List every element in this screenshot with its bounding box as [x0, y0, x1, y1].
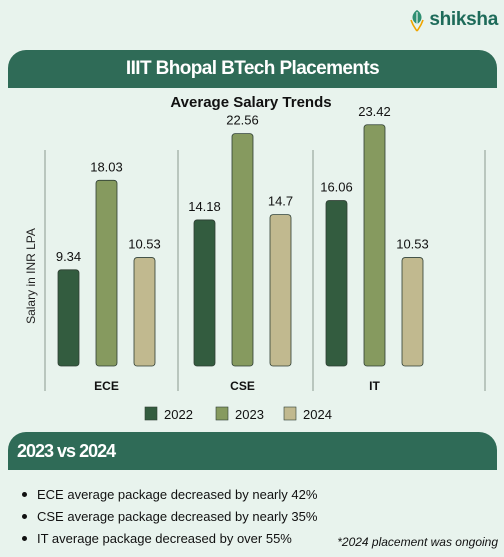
logo-text: shiksha [429, 9, 498, 30]
bullet-text: IT average package decreased by over 55% [37, 531, 292, 546]
bar [133, 257, 156, 367]
shiksha-logo: shiksha [407, 8, 498, 32]
data-label: 16.06 [320, 180, 353, 195]
category-label: ECE [94, 379, 119, 393]
bar [363, 124, 386, 367]
bar [57, 269, 80, 367]
section-banner: 2023 vs 2024 [8, 432, 497, 470]
bullet-icon [22, 514, 27, 519]
chart-title: Average Salary Trends [170, 94, 331, 111]
legend-swatch [215, 406, 229, 421]
data-label: 18.03 [90, 159, 123, 174]
data-label: 23.42 [358, 104, 391, 119]
title-banner: IIIT Bhopal BTech Placements [8, 50, 497, 88]
bar [325, 200, 348, 367]
bullet-text: ECE average package decreased by nearly … [37, 487, 318, 502]
bullet-item: CSE average package decreased by nearly … [22, 508, 317, 530]
data-label: 14.18 [188, 199, 221, 214]
category-label: IT [369, 379, 380, 393]
y-axis-label: Salary in INR LPA [24, 228, 38, 324]
shiksha-leaf-icon [410, 10, 425, 32]
page-title: IIIT Bhopal BTech Placements [125, 58, 380, 79]
bar [193, 219, 216, 367]
footnote: *2024 placement was ongoing [337, 535, 498, 549]
legend-label: 2022 [164, 407, 193, 422]
bar-chart: Average Salary Trends Salary in INR LPA 9.… [24, 94, 486, 422]
data-label: 14.7 [268, 194, 293, 209]
section-title: 2023 vs 2024 [17, 440, 116, 461]
legend-label: 2023 [235, 407, 264, 422]
legend-swatch [283, 406, 297, 421]
legend-label: 2024 [303, 407, 332, 422]
bullet-icon [22, 536, 27, 541]
bar [95, 179, 118, 367]
category-label: CSE [230, 379, 255, 393]
data-label: 10.53 [128, 237, 161, 252]
bullet-text: CSE average package decreased by nearly … [37, 509, 318, 524]
chart-area: Average Salary Trends Salary in INR LPA 9.… [8, 88, 497, 430]
bar [269, 214, 292, 367]
bar [231, 133, 254, 367]
bar [401, 257, 424, 367]
summary-list: ECE average package decreased by nearly … [22, 486, 317, 552]
bullet-icon [22, 492, 27, 497]
bullet-item: IT average package decreased by over 55% [22, 530, 317, 552]
bullet-item: ECE average package decreased by nearly … [22, 486, 317, 508]
legend-swatch [144, 406, 158, 421]
data-label: 22.56 [226, 113, 259, 128]
data-label: 10.53 [396, 237, 429, 252]
data-label: 9.34 [56, 249, 81, 264]
